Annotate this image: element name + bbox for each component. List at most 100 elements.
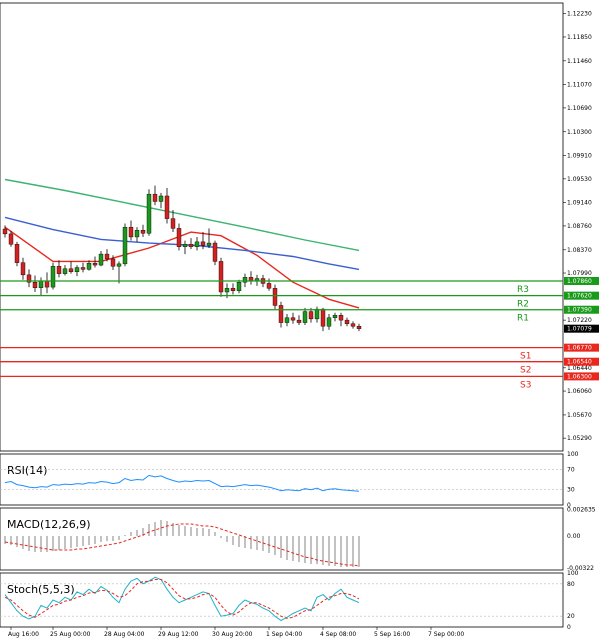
candle-body <box>152 193 158 202</box>
price-tick-label: 1.12230 <box>567 11 592 18</box>
level-name-r1: R1 <box>517 314 529 324</box>
level-name-s3: S3 <box>520 380 531 390</box>
candle-body <box>314 308 320 320</box>
price-tick-label: 1.11460 <box>567 58 592 65</box>
level-price-box <box>564 305 599 314</box>
candle-body <box>68 268 74 273</box>
time-tick-label: Aug 16:00 <box>8 631 39 638</box>
level-price-label: 1.06300 <box>567 373 592 380</box>
candle-body <box>188 244 194 247</box>
price-tick-label: 1.09910 <box>567 153 592 160</box>
candle-body <box>44 280 50 288</box>
price-panel: 1.12230 1.11850 1.11460 1.11070 1.10690 1.103… <box>0 2 599 452</box>
candle-body <box>242 277 248 283</box>
price-tick-label: 1.10300 <box>567 129 592 136</box>
panel-tick-label: 30 <box>567 487 575 494</box>
panel-tick-label: 0.002635 <box>567 507 596 514</box>
candle-body <box>170 218 176 229</box>
candle-body <box>290 317 296 321</box>
candle-body <box>164 195 170 219</box>
panel-title: RSI(14) <box>7 464 47 477</box>
panel-tick-label: -0.00322 <box>567 565 594 572</box>
candle-body <box>356 326 362 329</box>
candle-body <box>110 258 116 267</box>
time-tick-label: 1 Sep 04:00 <box>266 631 302 638</box>
panel-frame <box>0 572 564 628</box>
candle-body <box>38 280 44 288</box>
panel-title: MACD(12,26,9) <box>7 518 91 531</box>
candle-body <box>206 242 212 246</box>
candle-body <box>134 230 140 238</box>
candle-body <box>200 241 206 246</box>
level-name-s2: S2 <box>520 366 531 376</box>
candle-body <box>224 288 230 293</box>
panel-frame <box>0 507 564 571</box>
price-tick-label: 1.05290 <box>567 435 592 442</box>
time-tick-label: 4 Sep 08:00 <box>320 631 356 638</box>
candle-body <box>344 319 350 324</box>
level-price-label: 1.06770 <box>567 345 592 352</box>
candle-body <box>194 241 200 247</box>
rsi-panel: 100 70 30 0 RSI(14) <box>0 451 579 509</box>
candle-body <box>86 263 92 270</box>
candle-body <box>296 319 302 323</box>
candle-body <box>140 230 146 234</box>
candle-body <box>14 244 20 263</box>
candle-body <box>116 263 122 267</box>
time-tick-label: 25 Aug 00:00 <box>50 631 91 638</box>
candle-body <box>218 261 224 293</box>
candle-body <box>146 193 152 234</box>
price-tick-label: 1.05670 <box>567 412 592 419</box>
price-tick-label: 1.09530 <box>567 176 592 183</box>
candle-body <box>182 244 188 247</box>
stoch-panel: 100 80 20 0 Stoch(5,5,3) <box>0 570 579 631</box>
level-price-label: 1.06540 <box>567 359 592 366</box>
candle-body <box>332 315 338 318</box>
price-tick-label: 1.09140 <box>567 200 592 207</box>
candle-body <box>104 253 110 260</box>
candle-body <box>212 242 218 262</box>
level-name-r3: R3 <box>517 285 529 295</box>
candle-body <box>158 195 164 202</box>
level-price-label: 1.07620 <box>567 293 592 300</box>
price-frame <box>0 2 564 452</box>
price-tick-label: 1.11070 <box>567 82 592 89</box>
candle-body <box>32 282 38 288</box>
current-price-box <box>564 324 599 333</box>
price-tick-label: 1.08370 <box>567 247 592 254</box>
candle-body <box>2 228 8 235</box>
panel-tick-label: 100 <box>567 451 579 458</box>
price-tick-label: 1.06060 <box>567 388 592 395</box>
stoch-main-line <box>4 576 360 622</box>
candle-body <box>26 274 32 283</box>
stoch-signal-line <box>4 579 360 619</box>
candle-body <box>176 228 182 247</box>
panel-tick-label: 0.00 <box>567 533 581 540</box>
level-price-label: 1.07860 <box>567 278 592 285</box>
candle-body <box>50 266 56 288</box>
time-tick-label: 7 Sep 00:00 <box>428 631 464 638</box>
candle-body <box>278 305 284 323</box>
candle-body <box>272 288 278 306</box>
panel-tick-label: 0 <box>567 624 571 631</box>
level-price-box <box>564 276 599 285</box>
level-price-box <box>564 357 599 366</box>
panel-tick-label: 100 <box>567 570 579 577</box>
price-tick-label: 1.07220 <box>567 317 592 324</box>
candle-body <box>20 262 26 276</box>
price-tick-label: 1.10690 <box>567 105 592 112</box>
candle-body <box>308 311 314 320</box>
candle-body <box>98 253 104 266</box>
candle-body <box>128 226 134 238</box>
candle-body <box>230 288 236 291</box>
level-price-label: 1.07390 <box>567 307 592 314</box>
macd-panel: 0.002635 0.00 -0.00322 MACD(12,26,9) <box>0 507 596 572</box>
level-price-box <box>564 343 599 352</box>
candle-body <box>338 315 344 321</box>
candle-body <box>326 317 332 327</box>
panel-tick-label: 80 <box>567 581 575 588</box>
level-price-box <box>564 372 599 381</box>
time-tick-label: 30 Aug 20:00 <box>212 631 253 638</box>
rsi-line <box>4 474 360 492</box>
